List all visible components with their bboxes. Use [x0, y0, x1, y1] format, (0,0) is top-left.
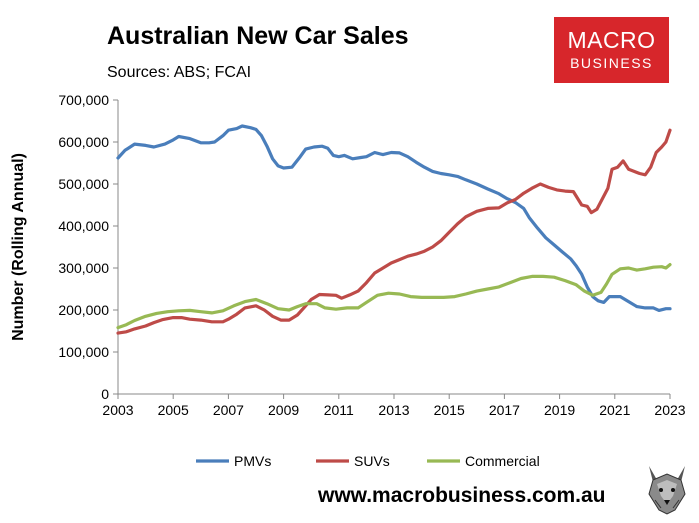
x-tick-label: 2009 [268, 402, 299, 418]
y-axis-title: Number (Rolling Annual) [10, 153, 27, 341]
chart-title: Australian New Car Sales [107, 22, 409, 50]
y-tick-label: 600,000 [58, 134, 109, 150]
legend-label-commercial: Commercial [465, 453, 540, 469]
series-line-suvs [116, 128, 672, 335]
y-tick-label: 0 [101, 386, 109, 402]
legend-label-pmvs: PMVs [234, 453, 271, 469]
x-tick-label: 2007 [213, 402, 244, 418]
y-tick-label: 700,000 [58, 92, 109, 108]
x-tick-label: 2017 [489, 402, 520, 418]
logo-line-macro: MACRO [567, 27, 656, 53]
y-tick-label: 100,000 [58, 344, 109, 360]
wolf-logo-icon [643, 460, 691, 516]
x-tick-label: 2021 [599, 402, 630, 418]
series-line-pmvs [116, 124, 672, 312]
macrobusiness-logo: MACRO BUSINESS [554, 17, 669, 83]
x-tick-label: 2011 [324, 402, 354, 418]
x-tick-label: 2013 [378, 402, 409, 418]
x-tick-label: 2023 [654, 402, 685, 418]
y-tick-label: 300,000 [58, 260, 109, 276]
x-tick-label: 2019 [544, 402, 575, 418]
y-tick-label: 400,000 [58, 218, 109, 234]
y-tick-label: 500,000 [58, 176, 109, 192]
legend-label-suvs: SUVs [354, 453, 390, 469]
series-line-commercial [116, 263, 672, 330]
logo-line-business: BUSINESS [570, 55, 653, 71]
footer-url: www.macrobusiness.com.au [318, 484, 606, 507]
chart-subtitle: Sources: ABS; FCAI [107, 64, 252, 81]
y-tick-label: 200,000 [58, 302, 109, 318]
x-tick-label: 2015 [434, 402, 465, 418]
x-tick-label: 2005 [158, 402, 189, 418]
x-tick-label: 2003 [102, 402, 133, 418]
